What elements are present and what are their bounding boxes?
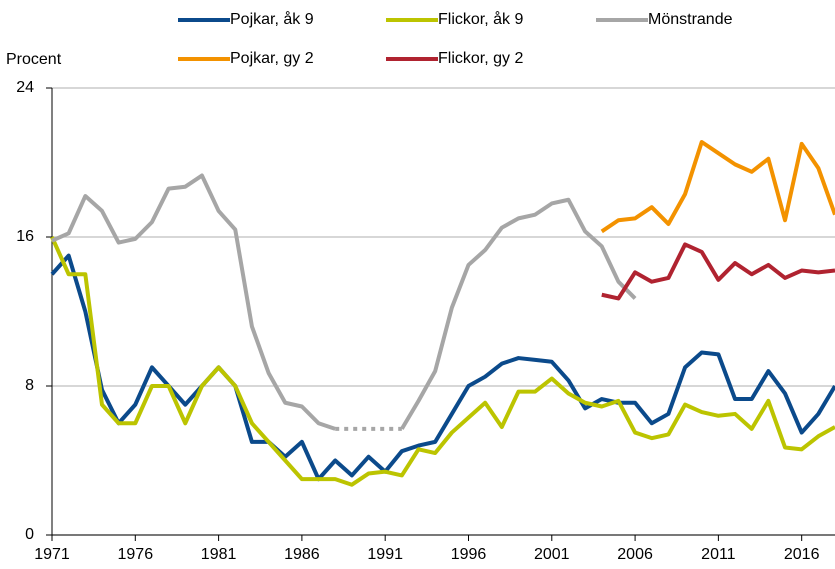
legend-label: Pojkar, gy 2: [230, 50, 314, 67]
legend-label: Flickor, gy 2: [438, 50, 523, 67]
series-line: [601, 242, 835, 301]
series-line: [50, 236, 835, 487]
x-tick-label: 1986: [284, 546, 320, 563]
x-tick-label: 2011: [701, 546, 736, 563]
y-tick-label: 8: [25, 377, 34, 394]
y-axis-label: Procent: [6, 51, 62, 68]
y-tick-label: 0: [25, 526, 34, 543]
legend-label: Flickor, åk 9: [438, 10, 523, 28]
series-line: [50, 253, 835, 482]
x-tick-label: 1981: [201, 546, 237, 563]
x-tick-label: 1991: [367, 546, 403, 563]
x-tick-label: 1996: [451, 546, 487, 563]
x-tick-label: 1976: [118, 546, 154, 563]
y-tick-label: 16: [16, 228, 34, 245]
x-tick-label: 2001: [534, 546, 570, 563]
x-tick-label: 2006: [617, 546, 653, 563]
y-tick-label: 24: [16, 79, 34, 96]
x-tick-label: 2016: [784, 546, 820, 563]
x-tick-label: 1971: [34, 546, 70, 563]
series-line: [51, 173, 637, 431]
legend-label: Mönstrande: [648, 11, 733, 28]
legend-label: Pojkar, åk 9: [230, 10, 314, 28]
series-line: [600, 140, 835, 234]
